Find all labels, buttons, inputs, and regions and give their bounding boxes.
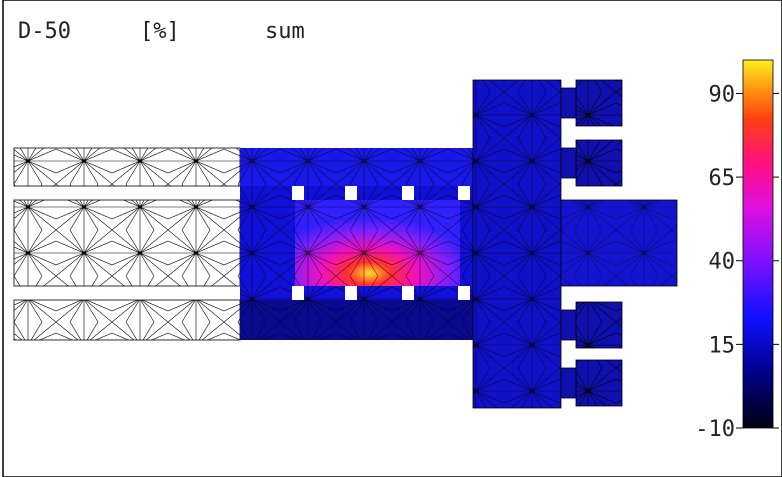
tick-label: 90 [709,82,736,107]
unit-label: [%] [140,19,180,44]
metric-label: D-50 [18,19,71,44]
tick-label: 15 [709,333,736,358]
floor-plan [13,79,678,409]
tick-label: 65 [709,166,736,191]
mode-label: sum [265,19,305,44]
colorbar [742,59,774,429]
tick-label: -10 [695,417,735,442]
tick-label: 40 [709,250,736,275]
